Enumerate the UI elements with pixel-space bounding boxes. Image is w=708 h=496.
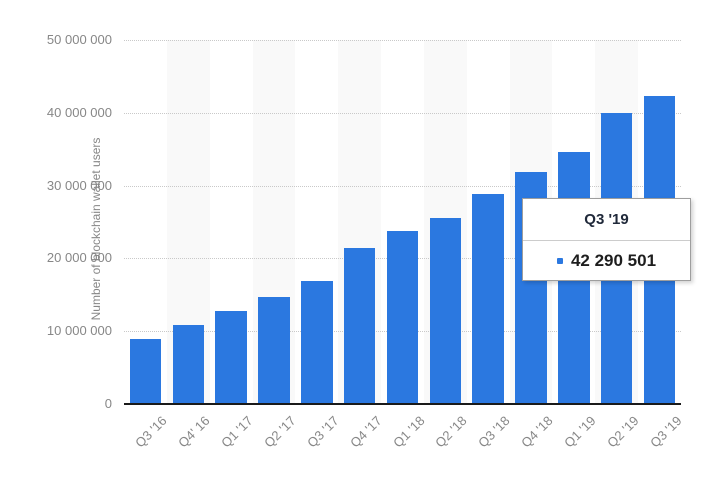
- y-tick-label-10000000: 10 000 000: [46, 323, 112, 339]
- bar-q4-17[interactable]: [343, 248, 376, 404]
- bar-q4-16[interactable]: [172, 324, 204, 404]
- bar-q2-18[interactable]: [429, 217, 462, 404]
- y-tick-label-20000000: 20 000 000: [46, 250, 112, 266]
- bar-q3-16[interactable]: [129, 339, 162, 404]
- y-tick-label-0: 0: [104, 396, 112, 411]
- tooltip-value: 42 290 501: [570, 251, 657, 270]
- y-tick-label-30000000: 30 000 000: [46, 177, 112, 193]
- bar-q3-18[interactable]: [472, 193, 504, 404]
- bar-q1-17[interactable]: [215, 310, 247, 404]
- tooltip: Q3 '19 42 290 501: [522, 198, 691, 281]
- y-axis-title: Number of blockchain wallet users: [89, 137, 103, 321]
- y-tick-label-40000000: 40 000 000: [46, 104, 112, 120]
- gridline-50000000: [124, 40, 681, 41]
- gridline-30000000: [124, 185, 681, 187]
- x-axis-line: [124, 403, 681, 405]
- bar-q3-17[interactable]: [301, 280, 333, 404]
- y-tick-label-50000000: 50 000 000: [46, 32, 112, 47]
- tooltip-body: 42 290 501: [523, 241, 690, 281]
- tooltip-series-marker: [556, 258, 563, 264]
- tooltip-title: Q3 '19: [523, 199, 690, 241]
- gridline-40000000: [124, 112, 681, 114]
- bar-q1-18[interactable]: [386, 231, 419, 404]
- bar-q2-17[interactable]: [258, 296, 290, 404]
